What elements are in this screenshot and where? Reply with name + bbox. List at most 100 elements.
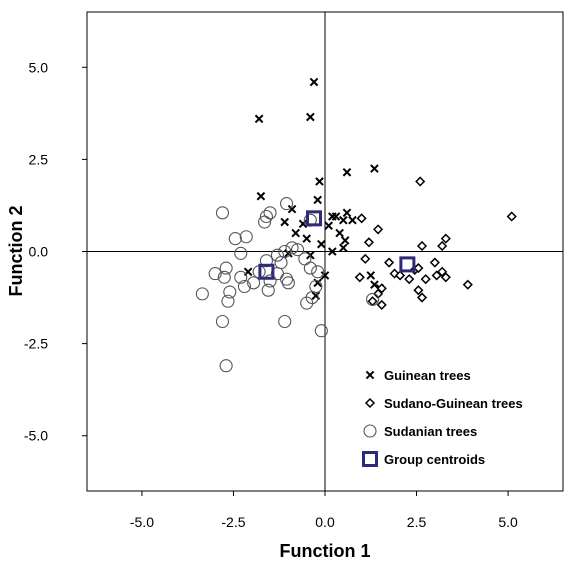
- legend-sudano-guinean-trees-marker: [364, 397, 376, 409]
- guinean-trees-point: [370, 164, 379, 173]
- sudano-guinean-trees-point: [404, 274, 415, 285]
- sudanian-trees-point: [290, 243, 305, 257]
- x-axis-title: Function 1: [280, 541, 371, 561]
- sudano-guinean-trees-point: [437, 240, 448, 252]
- sudano-guinean-trees-point: [415, 176, 426, 187]
- legend-sudano-guinean-trees-label: Sudano-Guinean trees: [384, 396, 523, 411]
- reference-lines: [87, 12, 563, 491]
- sudano-guinean-trees-point: [440, 272, 451, 283]
- sudano-guinean-trees-point: [437, 266, 448, 277]
- guinean-trees-point: [287, 204, 297, 214]
- y-tick-label: 5.0: [29, 59, 49, 75]
- guinean-trees-point: [366, 271, 376, 280]
- data-points: [195, 77, 517, 373]
- sudanian-trees-point: [247, 276, 261, 290]
- x-tick-label: 2.5: [407, 514, 427, 530]
- sudanian-trees-point: [234, 270, 248, 284]
- x-tick-label: -5.0: [130, 514, 154, 530]
- axis-ticks: -5.0 -2.5 0.0 2.5 5.0 -5.0 -2.5 0.0 2.5 5.0: [24, 59, 518, 530]
- guinean-trees-point: [342, 208, 352, 218]
- legend-guinean-trees-label: Guinean trees: [384, 368, 471, 383]
- sudanian-trees-point: [237, 279, 251, 294]
- sudanian-trees-point: [261, 283, 275, 297]
- sudano-guinean-trees-point: [363, 237, 374, 248]
- sudano-guinean-trees-point: [420, 274, 431, 285]
- sudanian-trees-point: [228, 232, 242, 246]
- y-tick-label: -2.5: [24, 336, 48, 352]
- sudanian-trees-point: [300, 296, 314, 310]
- legend-group-centroids-label: Group centroids: [384, 452, 485, 467]
- sudanian-trees-point: [259, 209, 273, 224]
- x-tick-label: 0.0: [315, 514, 335, 530]
- guinean-trees-point: [306, 250, 315, 260]
- group-centroids-point: [399, 256, 416, 273]
- guinean-trees-point: [320, 271, 330, 280]
- guinean-trees-point: [339, 243, 348, 253]
- sudanian-trees-point: [239, 230, 253, 244]
- sudanian-trees-point: [278, 314, 292, 329]
- sudanian-trees-point: [270, 248, 284, 262]
- sudanian-trees-point: [195, 287, 209, 301]
- sudano-guinean-trees-point: [429, 257, 440, 268]
- y-tick-label: -5.0: [24, 428, 48, 444]
- legend-sudanian-trees-label: Sudanian trees: [384, 424, 477, 439]
- sudano-guinean-trees-point: [416, 292, 428, 303]
- legend-guinean-trees-marker: [365, 370, 375, 380]
- sudanian-trees-point: [285, 241, 299, 255]
- sudanian-trees-point: [217, 270, 231, 284]
- sudanian-trees-point: [280, 197, 294, 211]
- sudanian-trees-point: [215, 206, 230, 220]
- y-axis-title: Function 2: [6, 206, 26, 297]
- sudanian-trees-point: [311, 265, 325, 279]
- sudanian-trees-point: [221, 294, 235, 308]
- group-centroids-point: [258, 263, 275, 280]
- guinean-trees-point: [302, 234, 311, 243]
- guinean-trees-point: [298, 219, 308, 229]
- sudano-guinean-trees-point: [373, 224, 384, 235]
- sudanian-trees-point: [219, 261, 233, 275]
- sudano-guinean-trees-point: [440, 233, 451, 244]
- sudanian-trees-point: [234, 246, 248, 260]
- sudanian-trees-point: [215, 314, 230, 329]
- sudanian-trees-point: [263, 274, 277, 288]
- legend-group-centroids-marker: [362, 451, 378, 467]
- guinean-trees-point: [335, 228, 344, 238]
- sudano-guinean-trees-point: [376, 283, 387, 294]
- sudano-guinean-trees-point: [384, 257, 395, 268]
- sudano-guinean-trees-point: [360, 253, 371, 264]
- sudano-guinean-trees-point: [462, 279, 473, 290]
- sudanian-trees-point: [223, 285, 237, 299]
- x-tick-label: 5.0: [498, 514, 518, 530]
- guinean-trees-point: [280, 217, 290, 227]
- guinean-trees-point: [324, 221, 333, 231]
- guinean-trees-point: [342, 167, 352, 177]
- sudanian-trees-point: [298, 252, 312, 266]
- y-tick-label: 2.5: [29, 151, 49, 167]
- guinean-trees-point: [306, 112, 315, 122]
- sudanian-trees-point: [208, 267, 222, 281]
- guinean-trees-point: [309, 77, 319, 87]
- guinean-trees-point: [370, 280, 379, 289]
- y-tick-label: 0.0: [29, 244, 49, 260]
- guinean-trees-point: [313, 195, 322, 205]
- guinean-trees-point: [317, 239, 326, 249]
- sudano-guinean-trees-point: [376, 299, 387, 310]
- guinean-trees-point: [348, 215, 357, 225]
- guinean-trees-point: [291, 228, 301, 238]
- guinean-trees-point: [254, 114, 264, 124]
- guinean-trees-point: [340, 236, 350, 245]
- sudano-guinean-trees-point: [413, 285, 424, 296]
- sudano-guinean-trees-point: [416, 240, 428, 252]
- sudano-guinean-trees-point: [395, 270, 406, 281]
- sudano-guinean-trees-point: [413, 263, 424, 274]
- sudano-guinean-trees-point: [354, 272, 365, 283]
- guinean-trees-point: [339, 215, 348, 225]
- legend-sudanian-trees-marker: [363, 424, 377, 438]
- guinean-trees-point: [328, 247, 337, 256]
- sudano-guinean-trees-point: [356, 213, 367, 224]
- guinean-trees-point: [328, 212, 337, 221]
- guinean-trees-point: [256, 191, 266, 201]
- sudanian-trees-point: [366, 292, 380, 306]
- sudano-guinean-trees-point: [506, 211, 517, 222]
